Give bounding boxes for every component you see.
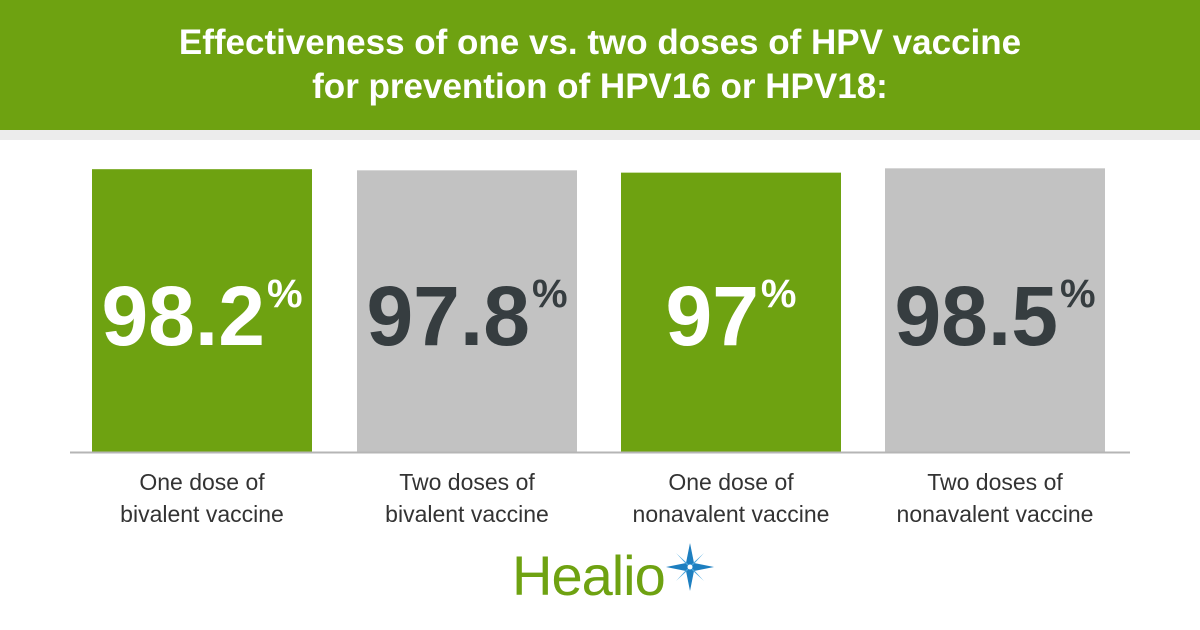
category-label-line: One dose of bbox=[668, 469, 794, 495]
bar-value-number: 97 bbox=[665, 269, 758, 363]
bar-value-number: 98.5 bbox=[894, 269, 1058, 363]
healio-logo[interactable]: Healio bbox=[512, 540, 722, 610]
bar-3 bbox=[621, 172, 841, 452]
logo-wordmark: Healio bbox=[512, 544, 666, 607]
percent-sign: % bbox=[1060, 272, 1096, 316]
chart-title-line-2: for prevention of HPV16 or HPV18: bbox=[312, 67, 888, 106]
bar-value-number: 97.8 bbox=[366, 269, 530, 363]
bar-4 bbox=[885, 168, 1105, 452]
bar-value-label-1: 98.2% bbox=[101, 269, 302, 363]
header-divider bbox=[0, 130, 1200, 140]
category-label-line: bivalent vaccine bbox=[120, 501, 284, 527]
category-label-1: One dose of bivalent vaccine bbox=[72, 466, 332, 530]
category-label-line: Two doses of bbox=[927, 469, 1063, 495]
category-label-line: One dose of bbox=[139, 469, 265, 495]
bar-1 bbox=[92, 169, 312, 452]
bar-2 bbox=[357, 170, 577, 452]
bar-value-label-4: 98.5% bbox=[894, 269, 1095, 363]
category-label-4: Two doses of nonavalent vaccine bbox=[865, 466, 1125, 530]
percent-sign: % bbox=[761, 272, 797, 316]
bar-value-label-2: 97.8% bbox=[366, 269, 567, 363]
percent-sign: % bbox=[532, 272, 568, 316]
category-label-line: bivalent vaccine bbox=[385, 501, 549, 527]
bar-value-number: 98.2 bbox=[101, 269, 265, 363]
header-banner: Effectiveness of one vs. two doses of HP… bbox=[0, 0, 1200, 130]
category-label-line: nonavalent vaccine bbox=[632, 501, 830, 527]
category-label-2: Two doses of bivalent vaccine bbox=[337, 466, 597, 530]
bar-value-label-3: 97% bbox=[665, 269, 796, 363]
category-label-line: nonavalent vaccine bbox=[896, 501, 1094, 527]
percent-sign: % bbox=[267, 272, 303, 316]
category-label-3: One dose of nonavalent vaccine bbox=[601, 466, 861, 530]
chart-title-line-1: Effectiveness of one vs. two doses of HP… bbox=[178, 23, 1022, 62]
category-label-line: Two doses of bbox=[399, 469, 535, 495]
compass-star-icon bbox=[666, 543, 714, 591]
